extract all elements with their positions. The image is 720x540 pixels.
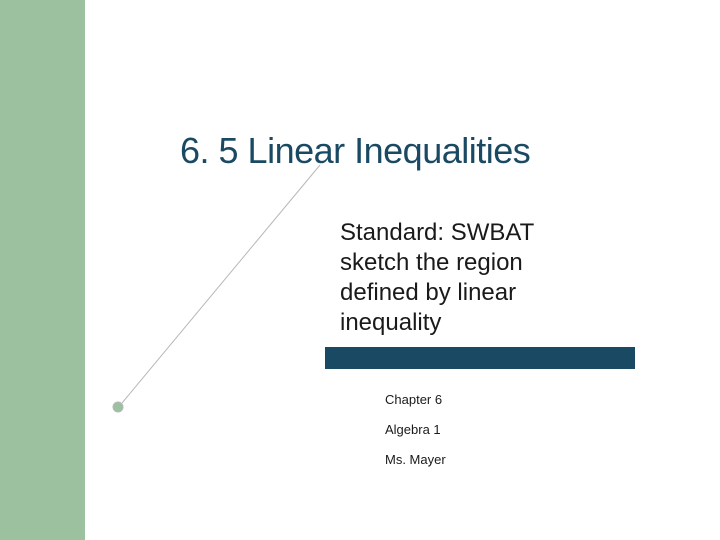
accent-bar xyxy=(325,347,635,369)
connector-segment xyxy=(122,165,320,403)
left-sidebar xyxy=(0,0,85,540)
connector-line xyxy=(110,155,330,415)
connector-dot xyxy=(113,402,123,412)
slide-body: Standard: SWBAT sketch the region define… xyxy=(340,218,600,338)
slide-title: 6. 5 Linear Inequalities xyxy=(180,130,660,172)
meta-chapter: Chapter 6 xyxy=(385,392,442,407)
meta-author: Ms. Mayer xyxy=(385,452,446,467)
meta-course: Algebra 1 xyxy=(385,422,441,437)
